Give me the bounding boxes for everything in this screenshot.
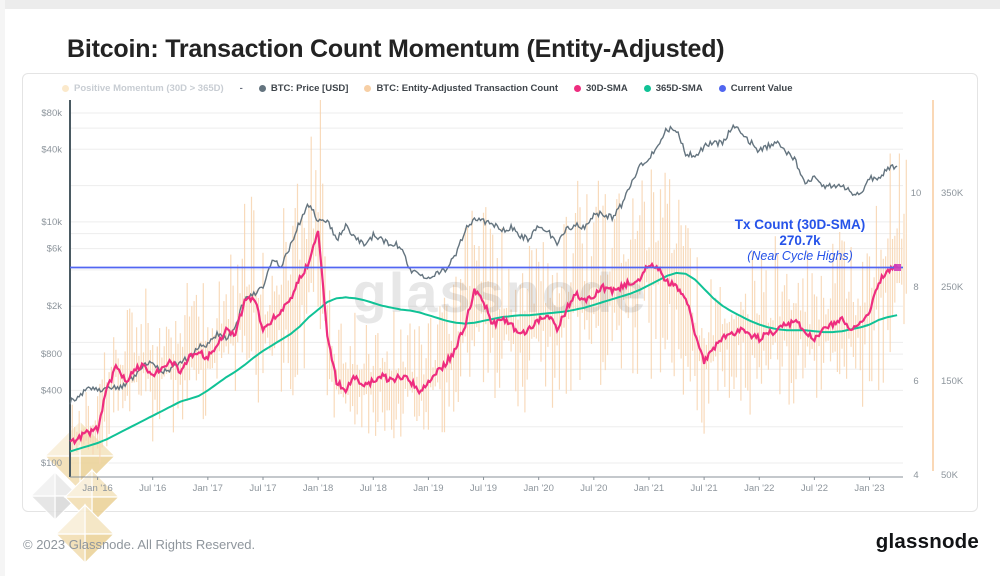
- glassnode-wordmark: glassnode: [875, 530, 979, 553]
- legend-dot: [718, 84, 726, 92]
- legend-separator: -: [239, 82, 243, 94]
- legend-item-3[interactable]: 30D-SMA: [574, 83, 628, 94]
- x-axis-label: Jan '20: [524, 483, 554, 494]
- legend-dot: [574, 84, 581, 92]
- legend-item-1[interactable]: BTC: Price [USD]: [258, 82, 349, 94]
- x-axis-label: Jan '18: [303, 483, 333, 494]
- legend-label: 365D-SMA: [655, 82, 703, 94]
- left-axis-label: $6k: [47, 244, 63, 255]
- page-title: Bitcoin: Transaction Count Momentum (Ent…: [67, 34, 725, 63]
- x-axis-label: Jul '16: [139, 483, 166, 494]
- right-axis-count-label: 350K: [941, 188, 964, 199]
- left-axis-label: $10k: [41, 217, 62, 228]
- x-axis-label: Jul '20: [580, 483, 607, 494]
- x-axis-label: Jul '19: [470, 483, 497, 494]
- legend-dot: [62, 84, 69, 92]
- right-axis-count-label: 250K: [941, 282, 964, 293]
- legend-label: 30D-SMA: [586, 82, 628, 94]
- legend-label: BTC: Price [USD]: [270, 82, 349, 94]
- legend-dot: [364, 84, 372, 92]
- left-axis-label: $400: [41, 385, 62, 396]
- legend-label: Positive Momentum (30D > 365D): [74, 82, 224, 94]
- legend-item-0[interactable]: Positive Momentum (30D > 365D): [62, 83, 224, 94]
- legend-item-2[interactable]: BTC: Entity-Adjusted Transaction Count: [364, 83, 558, 94]
- x-axis-label: Jul '21: [691, 483, 718, 494]
- legend-dot: [258, 84, 266, 92]
- price-line: [69, 123, 898, 405]
- legend-label: Current Value: [730, 82, 793, 94]
- sma30-line: [69, 230, 898, 446]
- right-axis-ratio-label: 4: [913, 470, 918, 481]
- annotation-metric-label: Tx Count (30D-SMA): [734, 217, 866, 232]
- footer-copyright: © 2023 Glassnode. All Rights Reserved.: [23, 537, 256, 552]
- x-axis-label: Jan '16: [82, 483, 112, 494]
- axis-tick-labels: $80k $40k $10k $6k $2k $800 $400 $100 10 8 6 4 350K 2…: [41, 108, 964, 494]
- x-axis-label: Jan '19: [413, 483, 443, 494]
- chart-card: [22, 73, 978, 512]
- window-top-edge: [0, 0, 1000, 9]
- watermark-text: glassnode: [353, 261, 648, 324]
- right-axis-ratio-label: 6: [913, 376, 918, 387]
- legend-item-5[interactable]: Current Value: [718, 82, 793, 94]
- left-axis-label: $80k: [41, 108, 62, 119]
- right-axis-ratio-label: 8: [913, 282, 918, 293]
- sma365-line: [69, 271, 898, 453]
- x-axis-label: Jul '17: [249, 483, 276, 494]
- left-axis-label: $40k: [41, 144, 62, 155]
- current-value-marker: [894, 264, 901, 271]
- right-axis-count-label: 50K: [941, 470, 959, 481]
- legend-label: BTC: Entity-Adjusted Transaction Count: [376, 82, 558, 94]
- chart-legend: Positive Momentum (30D > 365D) - BTC: Pric…: [62, 81, 792, 95]
- x-axis-label: Jul '18: [360, 483, 387, 494]
- annotation-note: (Near Cycle Highs): [747, 249, 853, 264]
- legend-dot: [643, 84, 651, 92]
- annotation-value: 270.7k: [779, 233, 821, 249]
- left-axis-label: $2k: [47, 301, 63, 312]
- legend-item-4[interactable]: 365D-SMA: [643, 82, 703, 94]
- left-axis-label: $100: [41, 458, 62, 469]
- right-axis-count-label: 150K: [941, 376, 964, 387]
- x-axis-label: Jan '22: [744, 483, 774, 494]
- current-value-annotation: Tx Count (30D-SMA) 270.7k (Near Cycle Hi…: [700, 217, 900, 264]
- left-axis-label: $800: [41, 349, 62, 360]
- x-axis-label: Jan '21: [634, 483, 664, 494]
- right-axis-ratio-label: 10: [911, 188, 922, 199]
- x-axis-label: Jan '23: [854, 483, 884, 494]
- x-axis-label: Jan '17: [193, 483, 223, 494]
- window-left-edge: [0, 0, 5, 576]
- x-axis-label: Jul '22: [801, 483, 828, 494]
